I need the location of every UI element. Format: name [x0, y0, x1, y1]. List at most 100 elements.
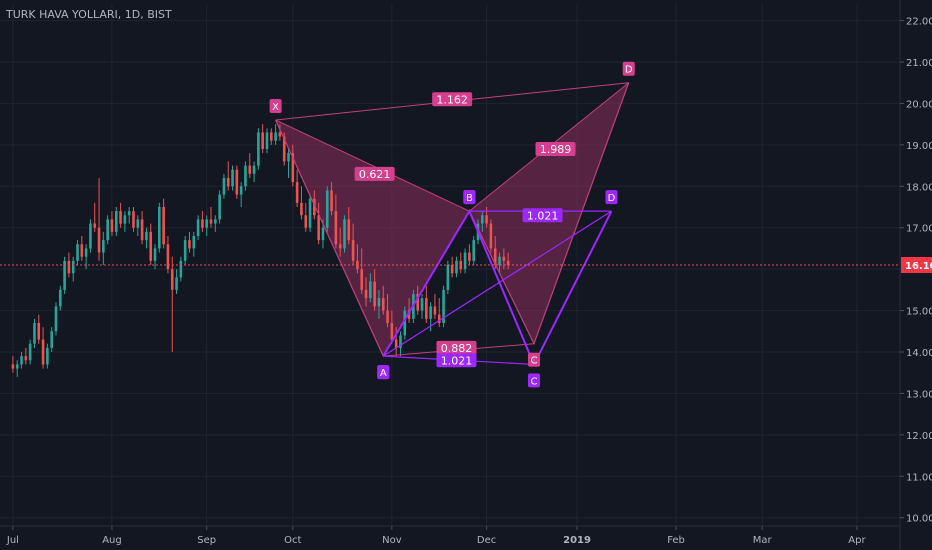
candle-body — [231, 169, 234, 187]
pattern-point-label: C — [530, 376, 537, 387]
candle-body — [58, 289, 62, 307]
candle-body — [205, 219, 208, 228]
price-tick-label: 15.00 — [906, 307, 932, 318]
candle-body — [265, 132, 269, 149]
candle-body — [390, 323, 394, 340]
candle-body — [119, 211, 122, 224]
candle-body — [274, 132, 277, 141]
candle-body — [381, 298, 385, 311]
time-tick-label: Sep — [197, 535, 216, 546]
candle-body — [110, 219, 114, 232]
candle-body — [485, 215, 488, 224]
pattern-ratio-line — [275, 119, 470, 212]
price-tick-label: 21.00 — [906, 58, 932, 69]
pattern-point-badge[interactable] — [377, 365, 390, 380]
pattern-zigzag-purple[interactable] — [382, 208, 613, 367]
harmonic-pattern-lines[interactable] — [275, 82, 630, 367]
candle-body — [140, 219, 144, 241]
candle-body — [291, 153, 295, 183]
candle-body — [468, 252, 471, 261]
candle-body — [97, 227, 101, 253]
candle-body — [433, 306, 437, 315]
pattern-point-label: B — [466, 193, 473, 204]
last-price-badge-bg — [901, 257, 932, 273]
pattern-point-badge[interactable] — [527, 373, 540, 388]
pattern-point-badge[interactable] — [622, 61, 635, 76]
ratio-label-bg — [436, 353, 477, 368]
candle-body — [425, 298, 428, 319]
pattern-triangle-xab — [275, 120, 470, 357]
candle-body — [93, 223, 97, 228]
ratio-label-bg — [432, 92, 473, 107]
time-tick-label: Jul — [6, 535, 19, 546]
candle-body — [270, 132, 273, 141]
candle-body — [257, 132, 260, 166]
candle-body — [278, 132, 282, 137]
pattern-point-badge[interactable] — [269, 99, 282, 113]
candle-body — [420, 298, 424, 311]
candle-body — [24, 356, 28, 361]
pattern-point-labels[interactable]: XABCDABCD — [269, 61, 635, 388]
candle-body — [166, 244, 170, 270]
candle-body — [179, 260, 183, 278]
candle-body — [360, 269, 364, 290]
candle-body — [80, 244, 84, 257]
pattern-point-badge[interactable] — [463, 190, 476, 205]
candle-body — [399, 335, 402, 348]
candle-body — [407, 310, 411, 319]
candle-body — [46, 347, 49, 365]
ratio-label-bg — [354, 166, 395, 181]
last-price-badge: 16.10 — [901, 257, 932, 273]
candle-body — [192, 236, 196, 249]
time-tick-label: Apr — [848, 535, 866, 546]
candle-body — [300, 202, 303, 216]
candle-body — [403, 310, 407, 336]
ratio-label: 0.621 — [359, 168, 391, 181]
candle-body — [343, 219, 346, 249]
candle-body — [50, 331, 53, 348]
ratio-label: 1.021 — [441, 354, 473, 367]
candle-body — [153, 248, 157, 261]
price-tick-label: 17.00 — [906, 224, 932, 235]
price-axis[interactable]: 10.00 11.00 12.00 13.00 14.00 15.00 17.00 18.00… — [899, 0, 932, 550]
time-tick-label: Nov — [382, 535, 402, 546]
price-tick-label: 18.00 — [906, 182, 932, 193]
last-price-value: 16.10 — [905, 261, 932, 272]
price-tick-label: 19.00 — [906, 141, 932, 152]
candle-body — [394, 339, 398, 348]
pattern-point-label: C — [530, 356, 537, 367]
candle-body — [158, 207, 161, 249]
time-tick-label: Oct — [284, 535, 301, 546]
candle-body — [84, 248, 88, 257]
candle-body — [114, 211, 118, 232]
time-axis[interactable]: Jul Aug Sep Oct Nov Dec 2019 Feb Mar Apr — [0, 525, 900, 546]
ratio-label-bg — [535, 142, 576, 156]
pattern-point-badge[interactable] — [605, 190, 618, 205]
candle-body — [218, 194, 221, 220]
candle-body — [446, 265, 450, 290]
ratio-label: 1.162 — [436, 93, 468, 106]
candle-body — [498, 256, 501, 265]
candle-body — [226, 178, 230, 187]
candle-body — [252, 165, 256, 174]
pattern-point-label: X — [272, 102, 279, 113]
candle-body — [261, 132, 264, 149]
candle-body — [321, 227, 325, 241]
candle-body — [170, 269, 174, 290]
ratio-label: 0.882 — [441, 342, 473, 355]
candle-body — [489, 223, 493, 249]
ratio-label: 1.989 — [540, 143, 572, 156]
candle-body — [33, 323, 36, 344]
candle-body — [377, 298, 381, 307]
candle-body — [369, 281, 372, 299]
candle-body — [89, 223, 92, 249]
candle-body — [282, 136, 286, 162]
price-tick-label: 12.00 — [906, 431, 932, 442]
price-tick-label: 11.00 — [906, 472, 932, 483]
pattern-point-badge[interactable] — [527, 352, 540, 367]
candle-body — [295, 182, 299, 203]
candle-body — [334, 211, 338, 245]
candle-body — [455, 260, 458, 274]
